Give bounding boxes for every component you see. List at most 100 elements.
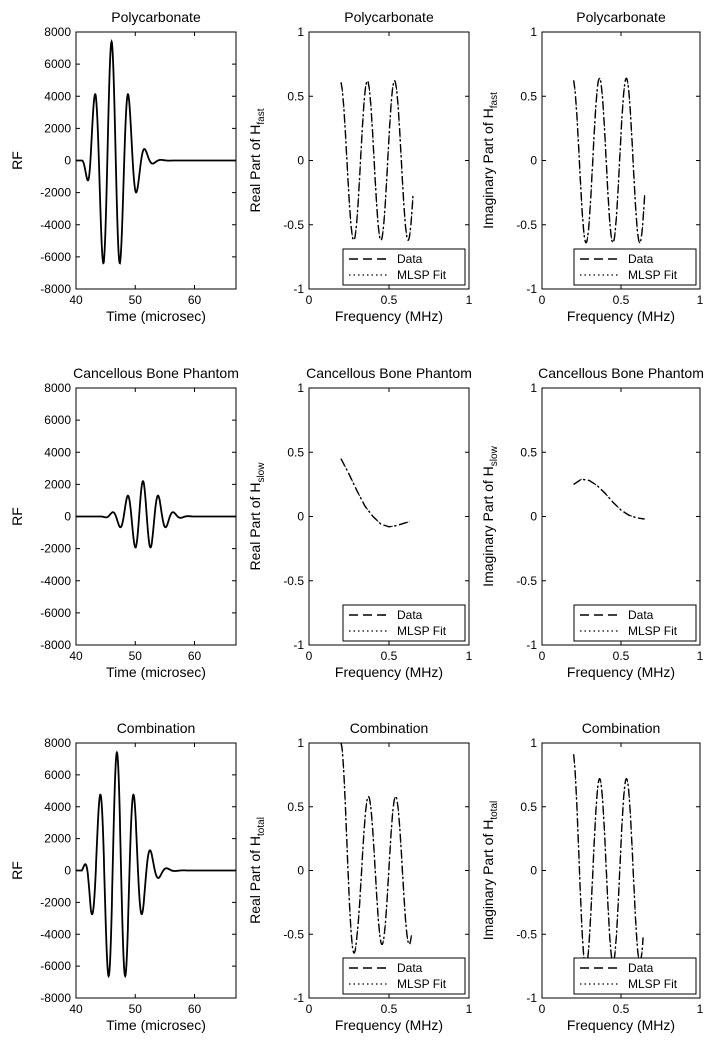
x-tick-label: 0.5 xyxy=(381,293,398,307)
y-axis-label: RF xyxy=(9,151,25,170)
y-axis-label: Imaginary Part of Hslow xyxy=(480,445,500,586)
legend: Data MLSP Fit xyxy=(573,248,697,286)
y-tick-label: -1 xyxy=(526,991,537,1005)
y-axis-label-main: Real Part of H xyxy=(247,483,263,571)
x-tick-label: 0.5 xyxy=(381,1002,398,1016)
x-axis-label: Time (microsec) xyxy=(106,308,206,324)
y-axis-label-subscript: slow xyxy=(489,445,500,466)
y-tick-label: -0.5 xyxy=(283,927,304,941)
x-tick-label: 40 xyxy=(69,649,83,663)
y-tick-label: 0 xyxy=(297,864,304,878)
chart-title: Combination xyxy=(117,720,196,736)
x-tick-label: 0.5 xyxy=(613,1002,630,1016)
legend-box xyxy=(573,248,697,286)
y-tick-label: 0 xyxy=(530,864,537,878)
y-tick-label: -0.5 xyxy=(516,574,537,588)
y-tick-label: -8000 xyxy=(40,282,71,296)
y-tick-label: -2000 xyxy=(40,542,71,556)
x-tick-label: 1 xyxy=(697,1002,704,1016)
y-tick-label: 8000 xyxy=(44,25,71,39)
x-tick-label: 1 xyxy=(697,293,704,307)
y-axis-label-main: Imaginary Part of H xyxy=(480,466,496,587)
y-tick-label: 2000 xyxy=(44,832,71,846)
y-tick-label: 0.5 xyxy=(287,89,304,103)
y-tick-label: 0.5 xyxy=(520,89,537,103)
y-tick-label: -0.5 xyxy=(516,218,537,232)
y-tick-label: 4000 xyxy=(44,89,71,103)
y-tick-label: 1 xyxy=(297,736,304,750)
x-tick-label: 40 xyxy=(69,1002,83,1016)
y-tick-label: -6000 xyxy=(40,959,71,973)
y-tick-label: 0 xyxy=(64,510,71,524)
chart-title: Polycarbonate xyxy=(111,9,201,25)
x-tick-label: 1 xyxy=(697,649,704,663)
plot-frame xyxy=(541,742,701,999)
y-axis-label-main: Imaginary Part of H xyxy=(480,108,496,229)
panel-r3-rf: 40 50 60 -8000 -6000 -4000 -2000 0 2000 4000 6000 8… xyxy=(9,720,237,1033)
y-axis-label: Real Part of Htotal xyxy=(247,817,267,924)
legend-label-fit: MLSP Fit xyxy=(628,977,678,991)
x-tick-label: 50 xyxy=(129,1002,143,1016)
legend: Data MLSP Fit xyxy=(573,604,697,642)
y-axis-label: Imaginary Part of Htotal xyxy=(480,801,500,941)
y-tick-label: 6000 xyxy=(44,57,71,71)
x-tick-label: 60 xyxy=(188,293,202,307)
y-tick-label: -8000 xyxy=(40,991,71,1005)
y-tick-label: 2000 xyxy=(44,477,71,491)
legend-label-fit: MLSP Fit xyxy=(397,977,447,991)
x-tick-label: 60 xyxy=(188,649,202,663)
y-tick-label: -4000 xyxy=(40,218,71,232)
x-axis-label: Frequency (MHz) xyxy=(567,308,675,324)
x-tick-label: 1 xyxy=(466,1002,473,1016)
x-tick-label: 50 xyxy=(129,293,143,307)
x-tick-label: 0 xyxy=(306,1002,313,1016)
y-axis-label: RF xyxy=(9,507,25,526)
y-tick-label: -1 xyxy=(293,991,304,1005)
chart-title: Cancellous Bone Phantom xyxy=(73,365,239,381)
x-axis-label: Time (microsec) xyxy=(106,1017,206,1033)
y-tick-label: 0.5 xyxy=(520,800,537,814)
legend-box xyxy=(573,957,697,995)
legend-label-data: Data xyxy=(628,608,654,622)
y-tick-label: 4000 xyxy=(44,800,71,814)
y-tick-label: -0.5 xyxy=(283,574,304,588)
series-data xyxy=(573,478,645,520)
y-tick-label: 0 xyxy=(297,154,304,168)
y-axis-label-subscript: total xyxy=(256,817,267,836)
chart-title: Cancellous Bone Phantom xyxy=(306,365,472,381)
y-tick-label: 6000 xyxy=(44,768,71,782)
rf-waveform xyxy=(76,750,236,979)
y-tick-label: 0 xyxy=(297,510,304,524)
y-tick-label: 2000 xyxy=(44,121,71,135)
panel-r2-rf: 40 50 60 -8000 -6000 -4000 -2000 0 2000 4000 6000 8… xyxy=(9,365,239,680)
legend-label-fit: MLSP Fit xyxy=(628,624,678,638)
y-tick-label: -8000 xyxy=(40,638,71,652)
y-tick-label: 1 xyxy=(530,736,537,750)
y-axis-label-subscript: slow xyxy=(256,462,267,483)
x-tick-label: 0 xyxy=(306,293,313,307)
panel-r3-imag: 0 0.5 1 -1 -0.5 0 0.5 1 Combination Frequency (MH… xyxy=(480,720,704,1033)
chart-title: Combination xyxy=(350,720,429,736)
y-tick-label: -2000 xyxy=(40,186,71,200)
legend-label-data: Data xyxy=(628,252,654,266)
legend-box xyxy=(573,604,697,642)
y-tick-label: -4000 xyxy=(40,574,71,588)
y-axis-label: Imaginary Part of Hfast xyxy=(480,92,500,229)
y-tick-label: -6000 xyxy=(40,250,71,264)
y-tick-label: 1 xyxy=(297,381,304,395)
rf-waveform xyxy=(76,480,236,549)
x-tick-label: 0 xyxy=(306,649,313,663)
x-tick-label: 1 xyxy=(466,293,473,307)
y-tick-label: -2000 xyxy=(40,895,71,909)
y-tick-label: -1 xyxy=(526,282,537,296)
y-axis-label-subscript: fast xyxy=(256,108,267,124)
y-axis-label: RF xyxy=(9,861,25,880)
y-tick-label: 8000 xyxy=(44,736,71,750)
y-axis-label-main: Real Part of H xyxy=(247,836,263,924)
y-tick-label: 0 xyxy=(530,510,537,524)
legend-label-data: Data xyxy=(628,961,654,975)
x-axis-label: Time (microsec) xyxy=(106,664,206,680)
legend: Data MLSP Fit xyxy=(342,957,466,995)
